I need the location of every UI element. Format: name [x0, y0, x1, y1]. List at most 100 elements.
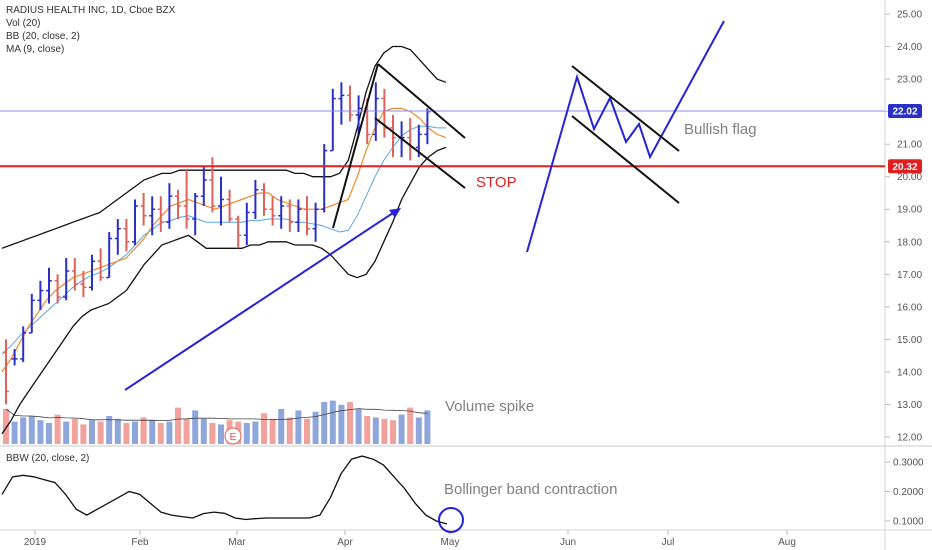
volume-spike-label: Volume spike	[445, 398, 534, 415]
price-bar	[192, 192, 199, 236]
bbw-axis: 0.1000 0.2000 0.3000	[885, 458, 924, 528]
price-bar	[28, 293, 35, 334]
price-tick-label: 16.00	[897, 302, 922, 313]
symbol-title[interactable]: RADIUS HEALTH INC, 1D, Cboe BZX	[6, 5, 176, 16]
volume-bar	[157, 423, 164, 444]
stop-label: STOP	[476, 174, 517, 191]
price-bar	[149, 196, 156, 236]
volume-bar	[54, 414, 61, 444]
volume-bar	[304, 418, 310, 444]
volume-bar	[415, 417, 422, 444]
projected-flag-lower	[571, 115, 680, 204]
volume-bar	[329, 400, 336, 444]
projected-path	[526, 20, 725, 253]
price-tick-label: 15.00	[897, 335, 922, 346]
volume-bar	[97, 421, 104, 444]
trend-arrow	[124, 208, 400, 391]
price-bar	[123, 218, 130, 252]
chart-background	[0, 0, 885, 530]
price-bar	[321, 144, 328, 213]
legend-moving-average[interactable]: MA (9, close)	[6, 44, 65, 55]
volume-bars	[3, 400, 431, 444]
volume-bar	[46, 423, 52, 444]
time-axis: 2019 Feb Mar Apr May Jun Jul Aug	[24, 530, 796, 548]
volume-bar	[252, 421, 259, 444]
volume-bar	[175, 407, 181, 444]
price-bar	[278, 196, 285, 229]
volume-bar	[424, 410, 431, 444]
price-tick-label: 12.00	[897, 433, 922, 444]
price-bar	[269, 196, 276, 226]
price-bar	[157, 196, 164, 233]
price-tick-label: 20.00	[897, 172, 922, 183]
volume-bar	[192, 410, 199, 444]
volume-bar	[295, 410, 302, 444]
bbw-tick-label: 0.3000	[893, 458, 924, 469]
price-bar	[200, 166, 207, 206]
price-tick-label: 18.00	[897, 237, 922, 248]
flag-lower-line	[374, 117, 466, 189]
earnings-marker-label: E	[230, 432, 237, 443]
price-bar	[304, 196, 310, 236]
price-bar	[46, 267, 52, 304]
price-bar	[218, 176, 224, 226]
price-tick-label: 21.00	[897, 140, 922, 151]
price-badge	[888, 103, 922, 118]
volume-bar	[209, 423, 216, 444]
price-bar	[71, 258, 78, 291]
time-tick-label: Mar	[228, 537, 246, 548]
bollinger-bands	[1, 45, 447, 435]
time-tick-label: Feb	[131, 537, 149, 548]
volume-bar	[243, 423, 250, 444]
bbw-indicator	[1, 455, 448, 525]
time-tick-label: Apr	[337, 537, 353, 548]
price-bar	[355, 95, 362, 135]
drawings	[124, 20, 725, 533]
price-bar	[140, 192, 147, 226]
volume-bar	[338, 404, 345, 444]
volume-bar	[63, 421, 70, 444]
ma-line	[1, 107, 447, 373]
price-bar	[252, 179, 259, 219]
volume-bar	[166, 421, 173, 444]
price-bar	[89, 254, 95, 291]
volume-bar	[149, 420, 156, 444]
price-bar	[338, 82, 345, 125]
volume-bar	[3, 409, 9, 444]
legend-bollinger[interactable]: BB (20, close, 2)	[6, 31, 80, 42]
price-axis: 12.00 13.00 14.00 15.00 16.00 17.00 18.00 19.00…	[885, 10, 922, 444]
volume-bar	[278, 409, 285, 444]
bbw-tick-label: 0.1000	[893, 517, 924, 528]
price-bar	[80, 271, 87, 298]
volume-bar	[355, 409, 362, 444]
bullish-flag-label: Bullish flag	[684, 121, 757, 138]
earnings-marker[interactable]	[224, 427, 242, 445]
volume-bar	[89, 420, 95, 444]
volume-bar	[114, 418, 121, 444]
price-bar	[114, 218, 121, 255]
volume-bar	[28, 416, 35, 444]
price-bar	[175, 189, 181, 219]
flagpole-line	[332, 63, 379, 229]
volume-bar	[106, 416, 113, 444]
price-bar	[37, 280, 44, 311]
chart-legend: RADIUS HEALTH INC, 1D, Cboe BZX Vol (20)…	[6, 4, 175, 56]
bbw-line	[1, 455, 448, 525]
price-badges: 22.02 20.32	[888, 103, 922, 174]
price-bar	[235, 215, 242, 249]
price-tick-label: 25.00	[897, 10, 922, 21]
legend-volume[interactable]: Vol (20)	[6, 18, 41, 29]
time-tick-label: Jul	[662, 537, 675, 548]
price-bar	[347, 85, 353, 122]
price-badge-label: 20.32	[892, 162, 917, 173]
bb-basis-line	[1, 125, 446, 355]
time-tick-label: Jun	[560, 537, 576, 548]
volume-bar	[381, 418, 388, 444]
volume-bar	[312, 411, 319, 444]
volume-bar	[261, 413, 267, 444]
price-tick-label: 17.00	[897, 270, 922, 281]
time-tick-label: Aug	[778, 537, 796, 548]
price-tick-label: 13.00	[897, 400, 922, 411]
time-tick-label: 2019	[24, 537, 47, 548]
